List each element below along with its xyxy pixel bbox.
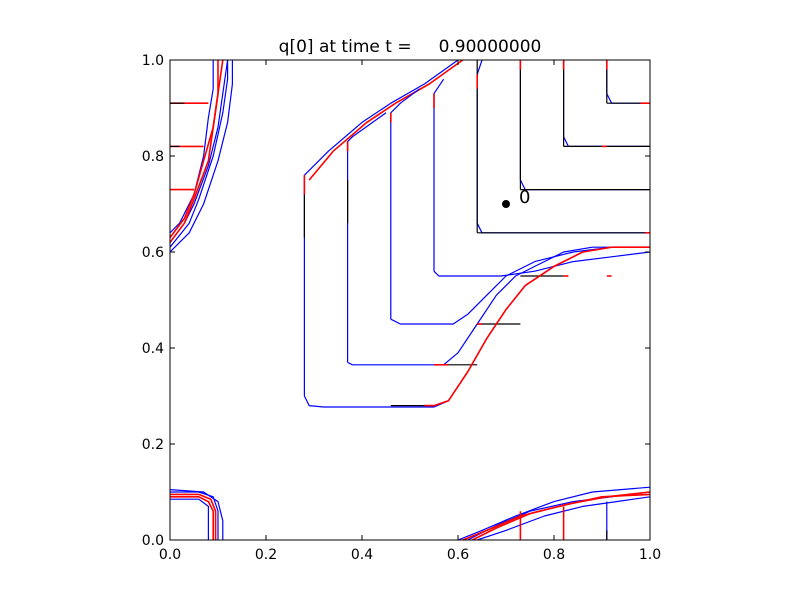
contour-line-8 xyxy=(433,251,650,277)
y-tick-label: 0.4 xyxy=(142,341,164,357)
contour-line-50 xyxy=(170,60,214,234)
contour-line-61 xyxy=(170,498,209,540)
marker-layer: 0 xyxy=(502,187,530,208)
x-tick-label: 0.4 xyxy=(351,547,373,563)
contour-line-1 xyxy=(308,60,464,181)
axes-frame xyxy=(169,59,651,541)
contour-line-62 xyxy=(170,493,217,540)
axes: 0.0 0.2 0.4 0.6 0.8 1.0 0.0 0.2 0.4 0.6 0.8 1.0 xyxy=(142,53,661,563)
x-tick-label: 0.2 xyxy=(255,547,277,563)
y-tick-label: 0.8 xyxy=(142,149,164,165)
marker-point xyxy=(502,200,510,208)
y-tick-label: 0.0 xyxy=(142,533,164,549)
contour-line-7 xyxy=(390,88,420,320)
y-tick-label: 0.2 xyxy=(142,437,164,453)
contour-series xyxy=(170,60,650,540)
contour-line-51 xyxy=(170,60,233,253)
plot-background xyxy=(170,60,650,540)
marker-label: 0 xyxy=(519,187,530,208)
plot-area xyxy=(170,60,650,540)
contour-line-53 xyxy=(170,60,224,243)
contour-line-4 xyxy=(347,246,650,366)
contour-line-68 xyxy=(472,491,650,540)
contour-line-49 xyxy=(170,60,229,248)
y-tick-label: 0.6 xyxy=(142,245,164,261)
contour-line-64 xyxy=(457,486,650,540)
contour-line-32 xyxy=(424,246,650,407)
contour-line-0 xyxy=(303,60,459,176)
contour-line-63 xyxy=(170,495,214,540)
chart-title: q[0] at time t = 0.90000000 xyxy=(279,37,542,57)
contour-line-6 xyxy=(390,246,650,325)
x-tick-label: 0.6 xyxy=(447,547,469,563)
x-tick-label: 0.8 xyxy=(543,547,565,563)
x-tick-label: 0.0 xyxy=(159,547,181,563)
x-tick-label: 1.0 xyxy=(639,547,661,563)
y-tick-label: 1.0 xyxy=(142,53,164,69)
contour-line-5 xyxy=(347,112,387,363)
contour-line-60 xyxy=(170,489,224,540)
contour-line-59 xyxy=(170,491,219,540)
